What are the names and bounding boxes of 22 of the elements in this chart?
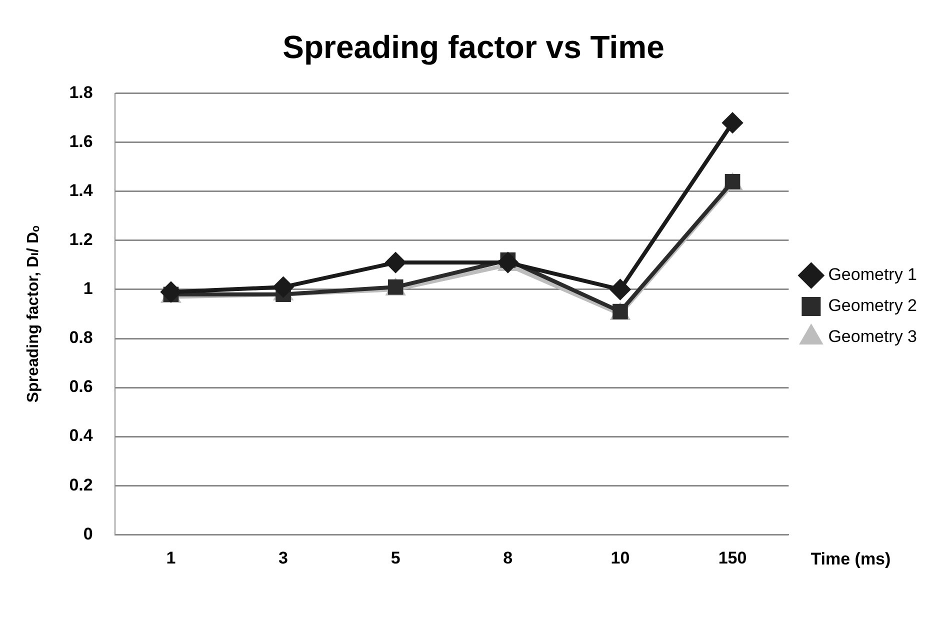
y-tick-label: 0.4 [69,426,94,446]
y-tick-label: 0.8 [69,328,93,348]
legend-label: Geometry 1 [828,265,917,284]
y-tick-label: 0.6 [69,377,93,396]
y-tick-label: 1.2 [69,230,93,250]
y-tick-label: 1.4 [69,181,94,200]
y-tick-label: 0 [83,524,93,544]
chart-title: Spreading factor vs Time [282,29,664,66]
legend-label: Geometry 2 [828,296,917,316]
x-tick-label: 10 [610,548,630,568]
y-tick-label: 1.6 [69,132,93,152]
x-tick-label: 3 [278,548,288,568]
x-tick-label: 150 [718,548,747,568]
y-tick-label: 1.8 [69,83,93,102]
x-tick-label: 8 [503,548,513,568]
x-axis-title: Time (ms) [810,549,891,568]
y-axis-title: Spreading factor, Dₗ/ Dₒ [25,224,42,403]
y-tick-label: 1 [83,279,93,298]
x-tick-label: 1 [166,548,176,568]
x-tick-label: 5 [390,548,400,568]
y-tick-label: 0.2 [69,475,93,494]
legend-label: Geometry 3 [828,327,917,346]
